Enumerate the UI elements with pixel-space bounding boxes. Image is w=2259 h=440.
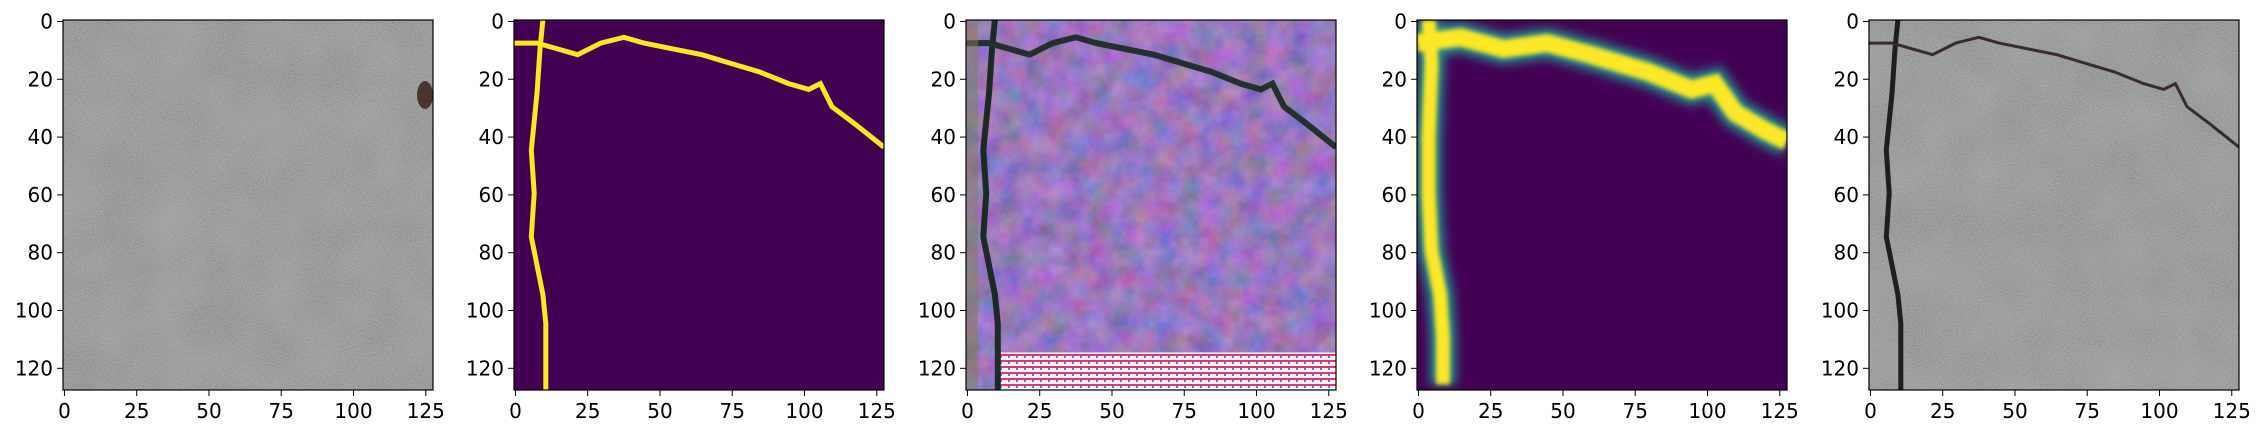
y-tick-label: 20 — [28, 67, 53, 91]
stain-mark — [417, 81, 433, 109]
axes-frame — [1868, 19, 2240, 391]
texture-crack-horizontal — [966, 34, 1336, 150]
x-tick-label: 75 — [1172, 399, 1197, 423]
y-tick-label: 60 — [28, 183, 53, 207]
y-tick-label: 20 — [931, 67, 956, 91]
axes-frame — [1416, 19, 1788, 391]
y-tick-label: 100 — [1369, 299, 1407, 323]
panel-ground-truth-mask: 0 25 50 75 100 125 0 20 40 60 80 100 120 — [466, 9, 896, 423]
y-tick-label: 40 — [479, 125, 504, 149]
y-tick-label: 20 — [479, 67, 504, 91]
x-tick-label: 100 — [785, 399, 823, 423]
overlay-photo-image — [1869, 20, 2239, 390]
y-tick-label: 40 — [28, 125, 53, 149]
y-tick-label: 0 — [491, 9, 504, 33]
x-tick-label: 125 — [2213, 399, 2251, 423]
panel-generated-texture: 0 25 50 75 100 125 0 20 40 60 80 100 120 — [918, 9, 1348, 423]
x-tick-label: 25 — [1027, 399, 1052, 423]
x-tick-label: 125 — [1310, 399, 1348, 423]
y-tick-label: 80 — [28, 241, 53, 265]
panel-predicted-mask: 0 25 50 75 100 125 0 20 40 60 80 100 120 — [1369, 9, 1799, 423]
y-tick-label: 100 — [1821, 299, 1859, 323]
x-tick-label: 50 — [1550, 399, 1575, 423]
y-tick-label: 120 — [1821, 356, 1859, 380]
panel-overlay-photo: 0 25 50 75 100 125 0 20 40 60 80 100 120 — [1821, 9, 2251, 423]
y-tick-label: 40 — [931, 125, 956, 149]
y-tick-label: 40 — [1382, 125, 1407, 149]
x-tick-label: 50 — [647, 399, 672, 423]
y-tick-label: 100 — [918, 299, 956, 323]
axes-frame — [965, 19, 1337, 391]
x-tick-label: 125 — [407, 399, 445, 423]
y-tick-label: 0 — [1394, 9, 1407, 33]
x-tick-label: 25 — [124, 399, 149, 423]
x-tick-label: 100 — [334, 399, 372, 423]
y-tick-label: 20 — [1382, 67, 1407, 91]
y-tick-label: 60 — [1834, 183, 1859, 207]
y-tick-label: 120 — [918, 356, 956, 380]
x-tick-label: 75 — [720, 399, 745, 423]
x-tick-label: 100 — [1237, 399, 1275, 423]
texture-crack-vertical — [980, 20, 1001, 390]
x-tick-label: 50 — [2002, 399, 2027, 423]
x-tick-label: 125 — [858, 399, 896, 423]
y-tick-label: 80 — [479, 241, 504, 265]
axes-frame — [513, 19, 885, 391]
y-tick-label: 60 — [931, 183, 956, 207]
mask-crack-vertical — [528, 20, 549, 390]
x-tick-label: 0 — [58, 399, 71, 423]
y-tick-label: 0 — [943, 9, 956, 33]
y-tick-label: 120 — [466, 356, 504, 380]
predicted-mask-image — [1417, 20, 1787, 390]
input-photo-image — [63, 20, 433, 390]
ground-truth-mask-image — [514, 20, 884, 390]
x-tick-label: 0 — [509, 399, 522, 423]
x-tick-label: 0 — [1864, 399, 1877, 423]
x-tick-label: 75 — [2075, 399, 2100, 423]
y-tick-label: 120 — [15, 356, 53, 380]
y-tick-label: 40 — [1834, 125, 1859, 149]
x-tick-label: 25 — [575, 399, 600, 423]
x-tick-label: 0 — [961, 399, 974, 423]
x-tick-label: 125 — [1761, 399, 1799, 423]
y-tick-label: 0 — [1846, 9, 1859, 33]
x-tick-label: 25 — [1478, 399, 1503, 423]
y-tick-label: 100 — [466, 299, 504, 323]
artifact-band — [994, 352, 1336, 390]
y-tick-label: 80 — [931, 241, 956, 265]
crack-vertical — [1883, 20, 1904, 390]
x-tick-label: 0 — [1412, 399, 1425, 423]
panel-input-photo: 0 25 50 75 100 125 0 20 40 60 80 100 120 — [15, 9, 445, 423]
x-tick-label: 100 — [2140, 399, 2178, 423]
y-tick-label: 60 — [1382, 183, 1407, 207]
x-tick-label: 50 — [1099, 399, 1124, 423]
y-tick-label: 80 — [1382, 241, 1407, 265]
x-tick-label: 50 — [196, 399, 221, 423]
y-tick-label: 100 — [15, 299, 53, 323]
y-tick-label: 120 — [1369, 356, 1407, 380]
axes-frame — [62, 19, 434, 391]
y-tick-label: 60 — [479, 183, 504, 207]
crack-horizontal — [1869, 35, 2239, 149]
y-tick-label: 20 — [1834, 67, 1859, 91]
x-tick-label: 75 — [269, 399, 294, 423]
mask-crack-horizontal — [514, 34, 884, 150]
y-tick-label: 0 — [40, 9, 53, 33]
x-tick-label: 75 — [1623, 399, 1648, 423]
x-tick-label: 100 — [1688, 399, 1726, 423]
y-tick-label: 80 — [1834, 241, 1859, 265]
generated-texture-image — [966, 20, 1336, 390]
x-tick-label: 25 — [1930, 399, 1955, 423]
